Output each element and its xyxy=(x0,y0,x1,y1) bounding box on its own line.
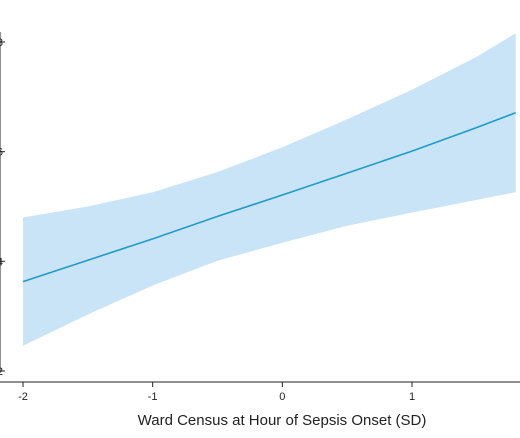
y-tick-label: 4 xyxy=(0,256,3,268)
axes: 2 4 6 8 -2 -1 0 1 xyxy=(0,32,520,403)
fitted-line xyxy=(22,111,516,283)
confidence-band xyxy=(23,33,516,346)
x-axis-title: Ward Census at Hour of Sepsis Onset (SD) xyxy=(138,412,427,429)
x-tick-label: -2 xyxy=(18,391,28,403)
x-tick-label: -1 xyxy=(148,391,158,403)
y-tick-label: 6 xyxy=(0,147,3,159)
x-tick-label: 0 xyxy=(279,391,285,403)
y-tick-label: 2 xyxy=(0,366,3,378)
plot-area xyxy=(22,33,516,346)
x-tick-label: 1 xyxy=(409,391,415,403)
y-tick-label: 8 xyxy=(0,37,3,49)
